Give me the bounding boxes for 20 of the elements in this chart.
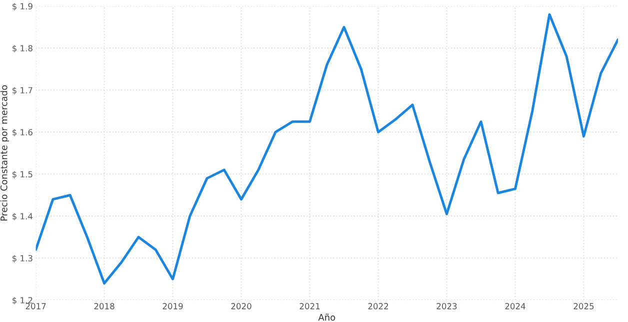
y-tick-label: $ 1.8	[12, 44, 32, 53]
y-tick-label: $ 1.5	[12, 170, 32, 178]
y-tick-label: $ 1.6	[12, 128, 32, 137]
x-tick-label: 2022	[368, 303, 388, 310]
y-axis-title: Precio Constante por mercado	[0, 85, 10, 221]
x-tick-label: 2017	[26, 303, 46, 310]
x-tick-label: 2021	[300, 303, 320, 310]
x-tick-label: 2025	[574, 303, 594, 310]
x-axis-title: Año	[318, 314, 336, 321]
y-tick-label: $ 1.2	[12, 296, 32, 304]
y-tick-label: $ 1.3	[12, 254, 32, 262]
x-tick-label: 2018	[94, 303, 114, 310]
x-tick-label: 2019	[162, 303, 183, 310]
line-series	[36, 13, 618, 285]
y-tick-label: $ 1.9	[12, 2, 32, 11]
x-tick-label: 2024	[505, 303, 526, 310]
x-tick-label: 2020	[231, 303, 252, 310]
x-tick-label: 2023	[436, 303, 457, 310]
y-tick-label: $ 1.7	[12, 86, 32, 95]
y-tick-label: $ 1.4	[12, 212, 33, 220]
